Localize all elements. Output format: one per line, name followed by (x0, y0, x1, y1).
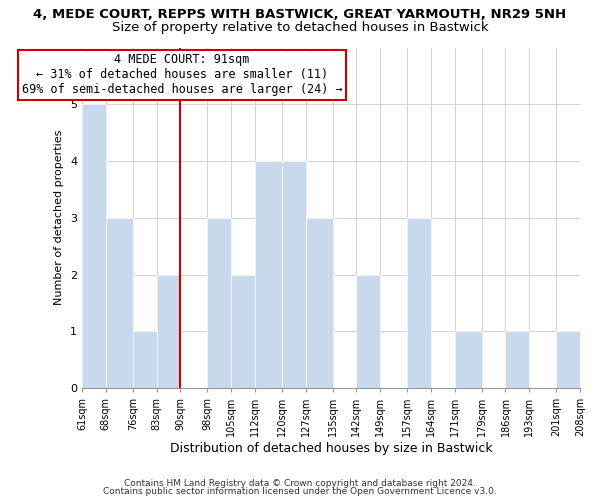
Bar (157, 274, 180, 388)
Bar (356, 274, 380, 388)
Y-axis label: Number of detached properties: Number of detached properties (55, 130, 64, 306)
Text: Contains public sector information licensed under the Open Government Licence v3: Contains public sector information licen… (103, 487, 497, 496)
Text: Size of property relative to detached houses in Bastwick: Size of property relative to detached ho… (112, 21, 488, 34)
Bar (231, 274, 255, 388)
Bar (305, 218, 332, 388)
Bar (106, 218, 133, 388)
Bar (556, 332, 580, 388)
Text: Contains HM Land Registry data © Crown copyright and database right 2024.: Contains HM Land Registry data © Crown c… (124, 478, 476, 488)
Bar (282, 161, 305, 388)
Bar (82, 104, 106, 388)
Bar (505, 332, 529, 388)
Text: 4, MEDE COURT, REPPS WITH BASTWICK, GREAT YARMOUTH, NR29 5NH: 4, MEDE COURT, REPPS WITH BASTWICK, GREA… (34, 8, 566, 20)
Bar (133, 332, 157, 388)
Bar (208, 218, 231, 388)
Bar (455, 332, 482, 388)
X-axis label: Distribution of detached houses by size in Bastwick: Distribution of detached houses by size … (170, 442, 493, 455)
Text: 4 MEDE COURT: 91sqm
← 31% of detached houses are smaller (11)
69% of semi-detach: 4 MEDE COURT: 91sqm ← 31% of detached ho… (22, 53, 342, 96)
Bar (407, 218, 431, 388)
Bar (255, 161, 282, 388)
